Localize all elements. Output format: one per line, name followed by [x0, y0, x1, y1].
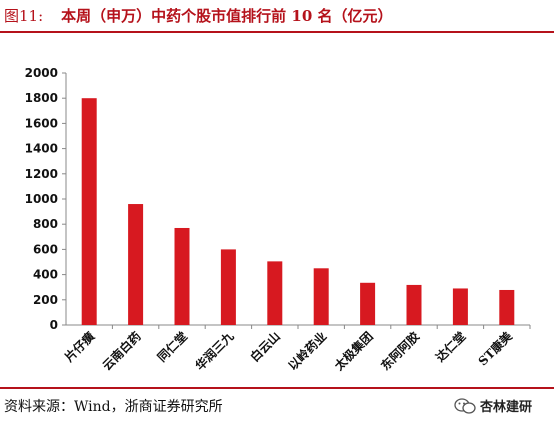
x-tick-label: 太极集团	[331, 329, 376, 374]
bar	[174, 227, 190, 325]
bar	[220, 249, 236, 325]
y-tick-label: 400	[33, 268, 58, 282]
figure-number: 图11:	[4, 6, 44, 25]
y-tick-label: 1400	[25, 142, 58, 156]
bar	[313, 268, 329, 325]
x-tick-label: 东阿阿胶	[378, 329, 423, 374]
x-tick-label: 白云山	[247, 329, 283, 365]
chart-title: 本周（申万）中药个股市值排行前 10 名（亿元）	[61, 6, 393, 25]
source-note: 资料来源：Wind，浙商证券研究所	[4, 399, 223, 415]
x-tick-label: 同仁堂	[154, 329, 190, 365]
x-tick-label: 云南白药	[99, 329, 144, 374]
y-tick-label: 800	[33, 217, 58, 231]
x-tick-label: 华润三九	[192, 329, 237, 374]
bar	[452, 288, 468, 325]
wechat-icon	[454, 397, 476, 414]
x-tick-label: 以岭药业	[285, 329, 330, 374]
y-tick-label: 1800	[25, 91, 58, 105]
y-tick-label: 0	[50, 318, 58, 332]
watermark: 杏林建研	[454, 396, 532, 415]
bar	[81, 98, 97, 325]
bar	[267, 261, 283, 325]
y-tick-label: 1200	[25, 167, 58, 181]
y-tick-label: 2000	[25, 66, 58, 80]
footer-divider	[0, 387, 554, 389]
bar	[406, 284, 422, 325]
x-tick-label: ST康美	[475, 328, 516, 369]
y-tick-label: 200	[33, 293, 58, 307]
figure-title: 图11: 本周（申万）中药个股市值排行前 10 名（亿元）	[0, 0, 554, 30]
y-tick-label: 1600	[25, 116, 58, 130]
bar	[128, 204, 144, 325]
x-tick-label: 达仁堂	[432, 329, 468, 365]
bar	[499, 289, 515, 325]
bar	[360, 282, 376, 325]
bar-chart: 0 200 400 600 800 1000 1200 1400 1600 1800 2000 片仔癀…	[25, 66, 531, 374]
y-tick-label: 1000	[25, 192, 58, 206]
x-tick-label: 片仔癀	[61, 329, 97, 365]
title-divider	[0, 31, 554, 33]
y-tick-label: 600	[33, 242, 58, 256]
watermark-text: 杏林建研	[480, 400, 533, 415]
